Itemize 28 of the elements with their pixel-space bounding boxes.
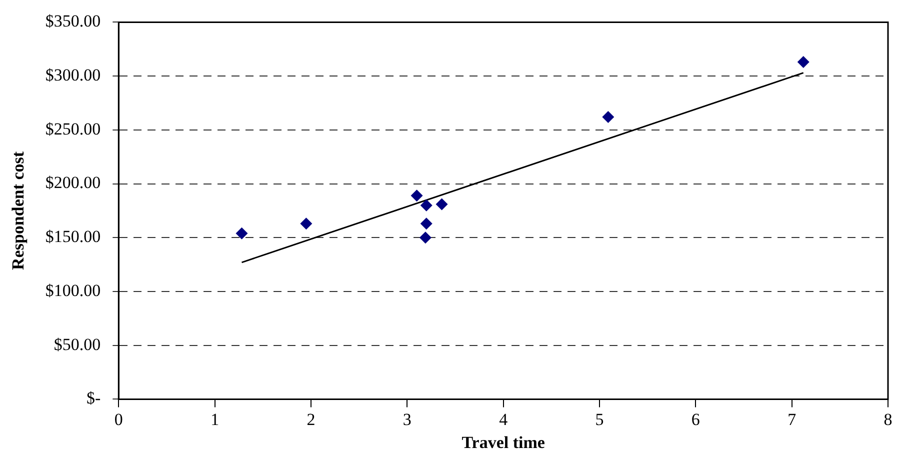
x-tick-label: 5 [595, 410, 604, 429]
x-tick-label: 6 [691, 410, 700, 429]
y-axis-title: Respondent cost [8, 151, 28, 270]
point [420, 199, 432, 212]
point [419, 232, 432, 244]
x-tick-label: 4 [499, 410, 508, 429]
y-tick-label: $50.00 [54, 334, 101, 354]
x-axis-title: Travel time [462, 433, 546, 452]
y-tick-label: $- [86, 388, 101, 408]
point [420, 218, 432, 230]
y-tick-label: $100.00 [45, 280, 101, 300]
y-tick-label: $250.00 [45, 119, 101, 138]
point [410, 190, 423, 202]
y-tick-label: $150.00 [45, 227, 101, 246]
x-tick-label: 2 [306, 410, 316, 429]
x-tick-label: 8 [884, 410, 892, 429]
point [236, 227, 248, 240]
point [436, 198, 448, 210]
x-tick-label: 0 [114, 410, 123, 429]
point [300, 218, 312, 230]
y-tick-label: $350.00 [45, 12, 101, 31]
x-tick-label: 3 [402, 410, 412, 429]
x-tick-label: 1 [210, 410, 220, 429]
x-tick-label: 7 [788, 410, 797, 429]
point [602, 110, 614, 123]
y-tick-label: $200.00 [45, 173, 101, 192]
point [797, 56, 810, 68]
y-tick-label: $300.00 [45, 66, 101, 85]
